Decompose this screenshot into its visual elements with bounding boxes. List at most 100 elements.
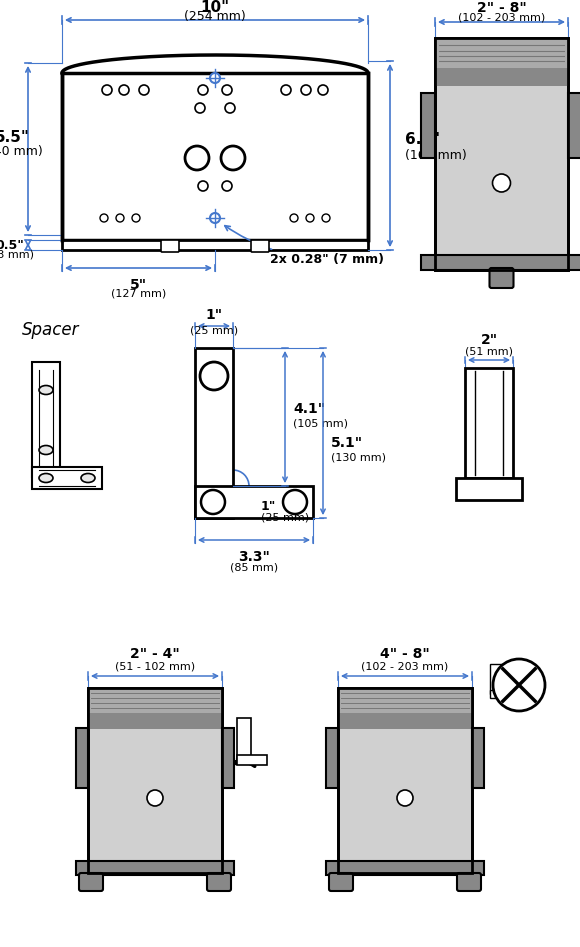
- Bar: [421, 255, 580, 270]
- Bar: [76, 861, 234, 875]
- Bar: [88, 713, 222, 729]
- Circle shape: [322, 214, 330, 222]
- Bar: [435, 38, 568, 68]
- Bar: [490, 690, 516, 698]
- FancyBboxPatch shape: [329, 873, 353, 891]
- Text: 2" - 8": 2" - 8": [477, 1, 527, 15]
- Bar: [62, 73, 368, 240]
- Bar: [338, 713, 472, 729]
- Circle shape: [147, 790, 163, 806]
- Bar: [222, 728, 234, 788]
- Text: (51 - 102 mm): (51 - 102 mm): [115, 661, 195, 671]
- Circle shape: [222, 181, 232, 191]
- Circle shape: [210, 213, 220, 223]
- Circle shape: [210, 73, 220, 83]
- Text: (13 mm): (13 mm): [0, 249, 34, 259]
- Circle shape: [198, 85, 208, 95]
- Text: 6.6": 6.6": [405, 132, 440, 147]
- Circle shape: [100, 214, 108, 222]
- Text: 4" - 8": 4" - 8": [380, 647, 430, 661]
- Text: 1": 1": [261, 499, 277, 512]
- Text: (102 - 203 mm): (102 - 203 mm): [458, 12, 545, 22]
- Bar: [568, 93, 580, 158]
- Text: 10": 10": [201, 0, 230, 14]
- Bar: [435, 68, 568, 86]
- Bar: [76, 728, 88, 788]
- Circle shape: [102, 85, 112, 95]
- Circle shape: [281, 85, 291, 95]
- Ellipse shape: [39, 385, 53, 395]
- Text: (85 mm): (85 mm): [230, 562, 278, 572]
- Circle shape: [283, 490, 307, 514]
- Ellipse shape: [39, 445, 53, 455]
- Bar: [88, 688, 222, 873]
- Circle shape: [200, 362, 228, 390]
- Bar: [88, 688, 222, 873]
- Text: (127 mm): (127 mm): [111, 288, 166, 298]
- Text: 4.1": 4.1": [293, 402, 325, 416]
- Text: 1": 1": [205, 308, 223, 322]
- Circle shape: [318, 85, 328, 95]
- Circle shape: [301, 85, 311, 95]
- Bar: [62, 240, 368, 250]
- FancyBboxPatch shape: [457, 873, 481, 891]
- Bar: [237, 755, 267, 765]
- Bar: [195, 486, 313, 518]
- Text: (102 - 203 mm): (102 - 203 mm): [361, 661, 448, 671]
- Bar: [435, 38, 568, 270]
- Text: (25 mm): (25 mm): [261, 512, 309, 522]
- FancyBboxPatch shape: [161, 240, 179, 252]
- Text: (51 mm): (51 mm): [465, 346, 513, 356]
- Text: 5.1": 5.1": [331, 436, 363, 450]
- Circle shape: [306, 214, 314, 222]
- Text: 5.5": 5.5": [0, 130, 30, 145]
- Text: 5": 5": [130, 278, 147, 292]
- FancyBboxPatch shape: [490, 268, 513, 288]
- Circle shape: [198, 181, 208, 191]
- FancyBboxPatch shape: [251, 240, 269, 252]
- Text: (130 mm): (130 mm): [331, 452, 386, 462]
- Bar: [490, 664, 503, 694]
- Text: 3.3": 3.3": [238, 550, 270, 564]
- Bar: [88, 688, 222, 713]
- Bar: [326, 861, 484, 875]
- Bar: [338, 688, 472, 873]
- Bar: [338, 688, 472, 873]
- Bar: [195, 348, 233, 518]
- Ellipse shape: [39, 474, 53, 483]
- Circle shape: [185, 146, 209, 170]
- Circle shape: [132, 214, 140, 222]
- Text: (168 mm): (168 mm): [405, 149, 467, 162]
- Bar: [456, 478, 522, 500]
- Circle shape: [222, 85, 232, 95]
- Text: (105 mm): (105 mm): [293, 418, 348, 428]
- Bar: [338, 688, 472, 713]
- FancyBboxPatch shape: [79, 873, 103, 891]
- Circle shape: [397, 790, 413, 806]
- Circle shape: [139, 85, 149, 95]
- Bar: [472, 728, 484, 788]
- Text: (140 mm): (140 mm): [0, 145, 43, 157]
- Bar: [32, 362, 60, 477]
- Circle shape: [201, 490, 225, 514]
- Bar: [326, 728, 338, 788]
- Circle shape: [116, 214, 124, 222]
- Circle shape: [290, 214, 298, 222]
- Text: 2x 0.28" (7 mm): 2x 0.28" (7 mm): [225, 225, 384, 266]
- Bar: [32, 467, 102, 489]
- Circle shape: [195, 103, 205, 113]
- Text: 0.5": 0.5": [0, 239, 24, 252]
- Text: (25 mm): (25 mm): [190, 325, 238, 335]
- Bar: [465, 368, 513, 478]
- Text: 2" - 4": 2" - 4": [130, 647, 180, 661]
- Bar: [421, 93, 435, 158]
- Circle shape: [225, 103, 235, 113]
- Circle shape: [493, 659, 545, 711]
- Bar: [237, 718, 251, 760]
- Ellipse shape: [81, 474, 95, 483]
- Circle shape: [492, 174, 510, 192]
- Text: Spacer: Spacer: [22, 321, 79, 339]
- Circle shape: [221, 146, 245, 170]
- Text: 2": 2": [480, 333, 498, 347]
- Circle shape: [119, 85, 129, 95]
